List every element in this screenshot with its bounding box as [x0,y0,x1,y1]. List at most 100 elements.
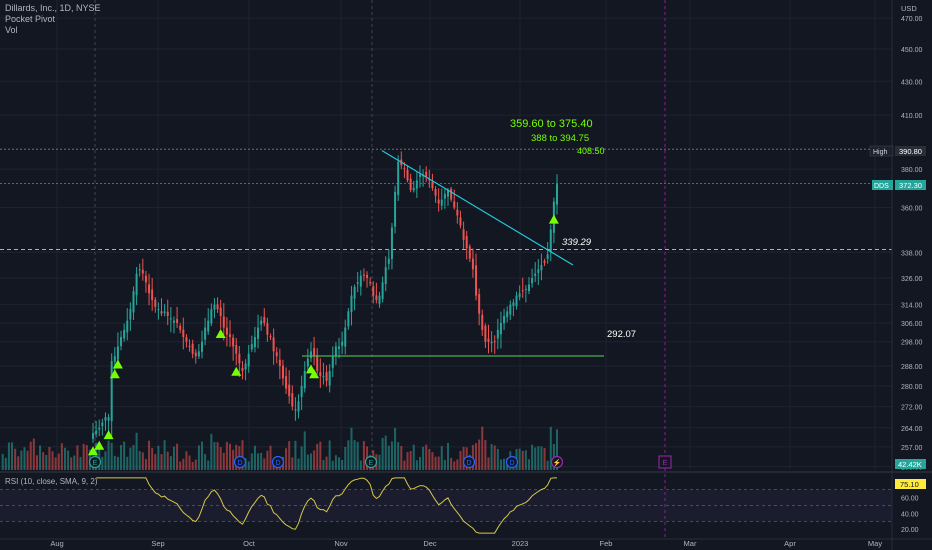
candle-body [191,343,194,354]
candle-body [297,401,300,412]
candle-body [244,363,247,370]
earnings-marker: E [364,455,378,469]
price-tick-label: 298.00 [901,340,923,347]
candle-body [216,304,219,310]
volume-bar [294,440,297,470]
volume-bar [412,444,415,470]
volume-bar [456,459,459,470]
volume-bar [132,445,135,470]
volume-bar [415,460,418,470]
time-tick-label: Dec [423,539,437,548]
volume-bar [79,457,82,470]
candle-body [431,181,434,189]
volume-bar [110,442,113,470]
volume-bar [384,435,387,470]
volume-bar [48,446,51,470]
volume-bar [319,441,322,470]
candle-body [521,290,524,292]
candle-body [123,329,126,339]
indicator-pocket-pivot: Pocket Pivot [5,14,56,24]
volume-bar [14,448,17,470]
candle-body [359,275,362,287]
candle-body [356,282,359,284]
volume-bar [20,450,23,470]
candle-body [487,338,490,342]
volume-bar [148,440,151,470]
volume-bar [418,456,421,470]
dividend-marker: D [505,455,519,469]
volume-bar [42,452,45,470]
volume-bar [113,455,116,470]
candle-body [428,179,431,181]
volume-bar [45,454,48,470]
volume-bar [63,447,66,470]
price-tick-label: 306.00 [901,321,923,328]
volume-bar [540,446,543,470]
candle-body [316,355,319,371]
candle-body [278,359,281,366]
volume-bar [51,451,54,470]
pocket-pivot-marker [215,329,226,339]
candle-body [294,409,297,411]
price-tick-label: 272.00 [901,405,923,412]
candle-body [263,316,266,323]
future-earnings-box [658,455,672,469]
candle-body [531,277,534,284]
candle-body [440,199,443,206]
volume-bar [116,456,119,470]
volume-bar [453,461,456,470]
candle-body [281,365,284,379]
candle-body [369,282,372,284]
candle-body [247,353,250,367]
volume-bar [347,440,350,470]
event-circle [233,455,247,469]
candle-body [151,289,154,301]
volume-bar [135,432,138,470]
pocket-pivot-marker [548,214,559,224]
volume-bar [263,458,266,470]
candle-body [235,345,238,354]
candle-body [303,370,306,389]
svg-text:DDS: DDS [874,183,889,190]
volume-bar [338,457,341,470]
svg-text:42.42K: 42.42K [898,460,922,469]
volume-bar [163,440,166,470]
pocket-pivot-markers [88,214,559,456]
volume-bar [493,445,496,470]
volume-bar [527,459,530,470]
candle-body [331,356,334,368]
volume-bar [204,454,207,470]
volume-bar [431,452,434,470]
event-markers: E D D E D D ⚡ E [88,455,672,469]
volume-bar [297,458,300,470]
candle-body [450,188,453,200]
candle-body [378,295,381,304]
candle-body [144,275,147,283]
candle-body [269,336,272,338]
candle-body [132,291,135,313]
volume-bar [229,443,232,470]
volume-bar [409,451,412,470]
volume-bar [387,445,390,470]
target-annotation-2: 388 to 394.75 [531,133,589,144]
candle-body [157,309,160,311]
volume-bar [257,453,260,470]
candle-body [185,337,188,342]
volume-bar [475,443,478,470]
candle-body [160,311,163,314]
volume-bar [222,452,225,470]
candle-body [219,307,222,317]
candle-body [92,433,94,439]
volume-bar [216,442,219,470]
volume-bar [232,449,235,470]
volume-bar [443,459,446,470]
svg-text:390.80: 390.80 [899,147,922,156]
volume-bar [534,447,537,470]
volume-bar [303,431,306,470]
volume-bar [182,458,185,470]
candle-body [272,337,275,352]
volume-bar [487,457,490,470]
volume-bar [556,429,558,470]
rsi-badge: 75.10 [895,479,926,489]
